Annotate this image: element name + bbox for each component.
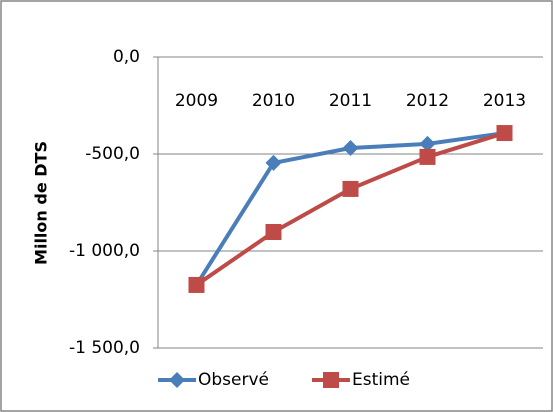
- marker: [419, 148, 436, 165]
- marker: [265, 154, 282, 171]
- x-tick-label: 2013: [483, 91, 526, 111]
- y-tick-label: -1 500,0: [69, 338, 140, 358]
- x-tick-label: 2012: [406, 91, 449, 111]
- y-tick-label: -500,0: [85, 144, 140, 164]
- marker: [342, 139, 359, 156]
- legend-label: Estimé: [352, 370, 410, 390]
- marker: [496, 125, 513, 142]
- legend-label: Observé: [198, 370, 269, 390]
- x-tick-label: 2010: [252, 91, 295, 111]
- marker: [188, 276, 205, 293]
- y-tick-label: -1 000,0: [69, 241, 140, 261]
- marker: [419, 135, 436, 152]
- y-axis-title: Millon de DTS: [32, 141, 51, 265]
- x-tick-label: 2011: [329, 91, 372, 111]
- marker: [265, 223, 282, 240]
- marker: [342, 180, 359, 197]
- marker: [169, 372, 185, 388]
- y-tick-label: 0,0: [113, 47, 140, 67]
- marker: [323, 372, 339, 388]
- x-tick-label: 2009: [175, 91, 218, 111]
